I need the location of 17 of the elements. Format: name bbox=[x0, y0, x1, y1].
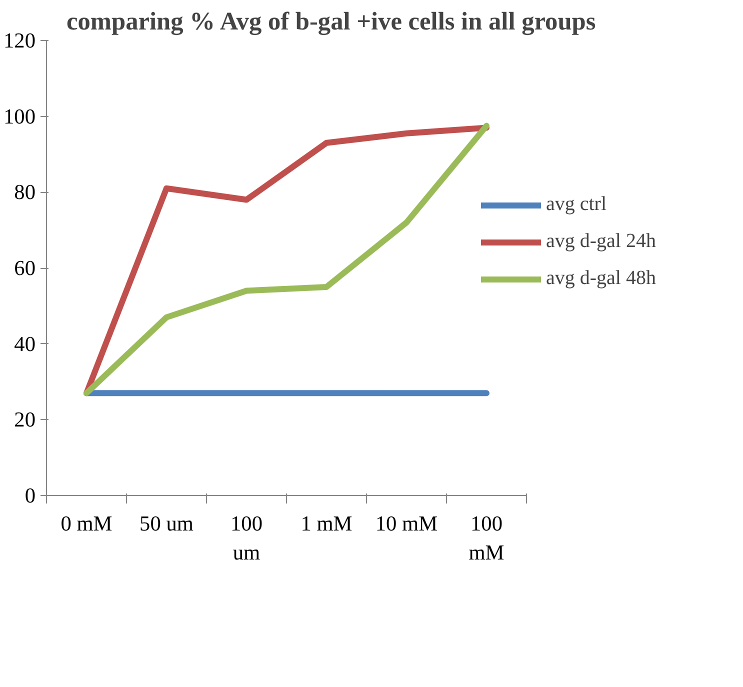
x-tick-label: 0 mM bbox=[60, 512, 112, 536]
y-tick-label: 40 bbox=[14, 332, 36, 356]
x-tick-label: 100 um bbox=[230, 512, 263, 564]
y-tick-label: 120 bbox=[4, 28, 36, 52]
y-tick-label: 60 bbox=[14, 256, 36, 280]
legend-label: avg d-gal 24h bbox=[546, 230, 656, 253]
chart-title: comparing % Avg of b-gal +ive cells in all groups bbox=[66, 8, 596, 36]
legend-label: avg ctrl bbox=[546, 193, 607, 216]
x-tick-label: 10 mM bbox=[375, 512, 438, 536]
y-tick-label: 0 bbox=[24, 484, 36, 508]
y-tick-label: 100 bbox=[4, 104, 36, 128]
x-tick-label: 100 mM bbox=[468, 512, 504, 564]
x-tick-label: 50 um bbox=[140, 512, 194, 536]
legend-label: avg d-gal 48h bbox=[546, 267, 656, 290]
y-tick-label: 80 bbox=[14, 180, 36, 204]
x-tick-label: 1 mM bbox=[300, 512, 352, 536]
y-tick-label: 20 bbox=[14, 408, 36, 432]
